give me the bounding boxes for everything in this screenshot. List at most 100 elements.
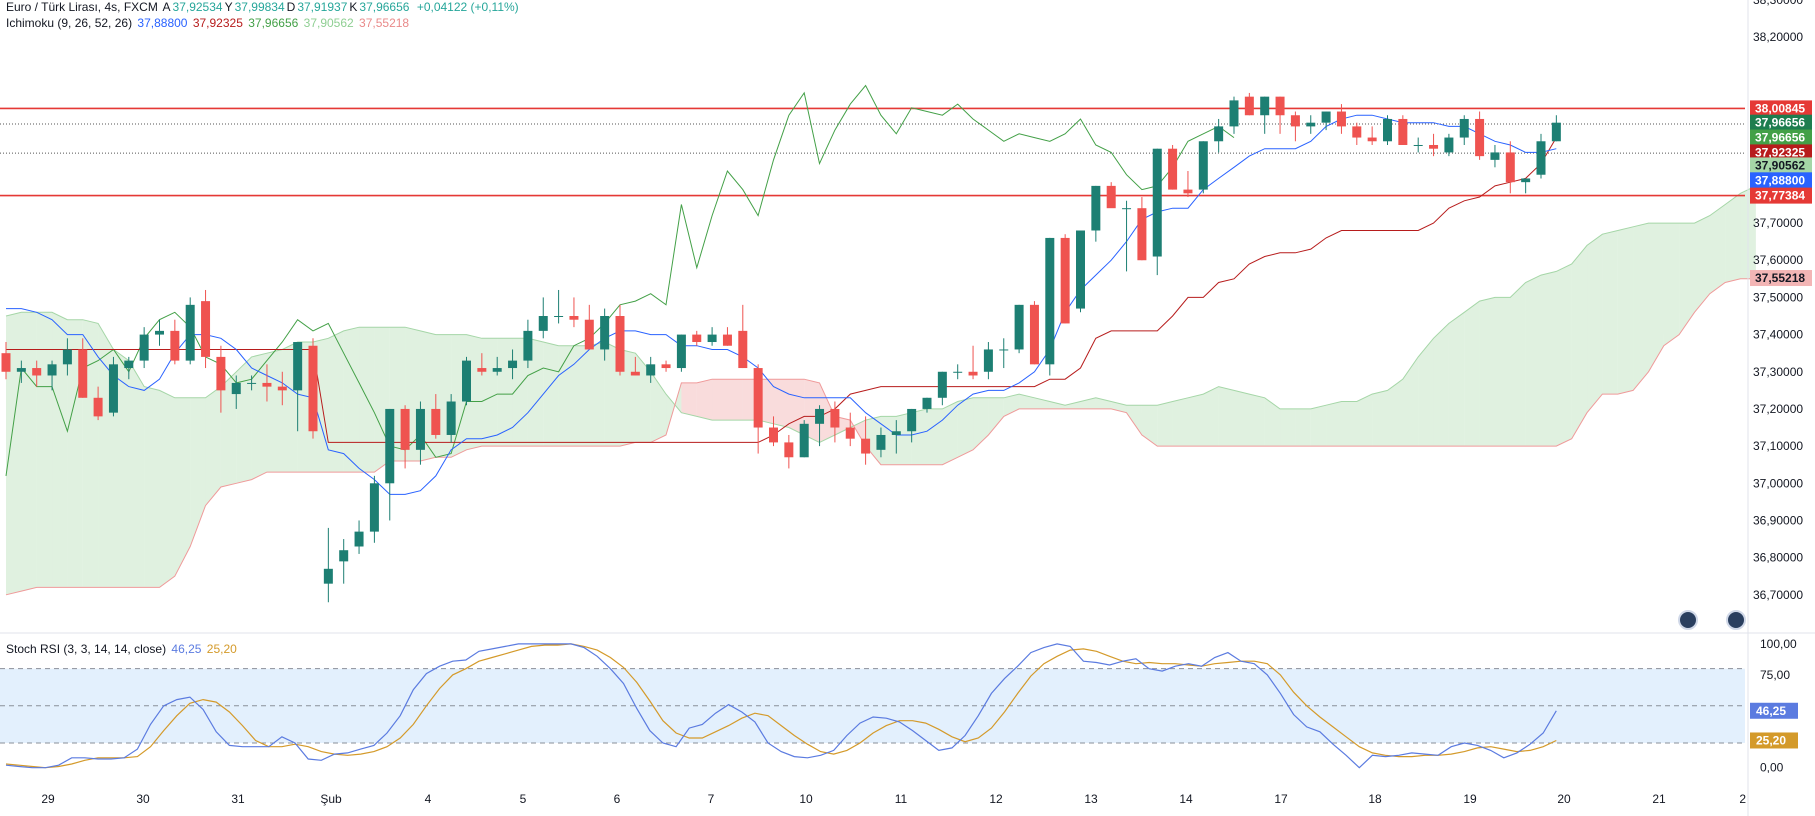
candle-body: [569, 316, 579, 320]
kijun-value: 37,92325: [192, 16, 243, 30]
candle-body: [1352, 126, 1362, 138]
candle-body: [769, 427, 778, 443]
cloud-segment: [98, 323, 114, 588]
cloud-segment: [159, 390, 175, 588]
candle-body: [584, 319, 594, 350]
cloud-segment: [190, 397, 206, 547]
candle-body: [201, 301, 211, 357]
cloud-segment: [1141, 405, 1158, 447]
time-tick-label: 6: [614, 792, 621, 806]
cloud-segment: [927, 408, 943, 465]
ichimoku-cloud: [5, 185, 1757, 596]
candle-body: [815, 408, 825, 424]
time-tick-label: 13: [1084, 792, 1098, 806]
candle-body: [1, 353, 11, 372]
scroll-right-button[interactable]: [1726, 610, 1746, 630]
cloud-segment: [1264, 397, 1281, 447]
cloud-segment: [1049, 401, 1066, 409]
candle-body: [108, 364, 118, 413]
candle-body: [492, 368, 502, 372]
cloud-segment: [865, 416, 881, 465]
candle-body: [47, 364, 57, 376]
cloud-segment: [1295, 408, 1311, 447]
cloud-segment: [1065, 401, 1081, 409]
cloud-segment: [1280, 408, 1296, 447]
cloud-segment: [880, 416, 897, 465]
price-tick-label: 37,60000: [1753, 253, 1803, 267]
chikou-value: 37,96656: [248, 16, 299, 30]
candle-body: [1490, 152, 1500, 160]
cloud-segment: [1725, 193, 1741, 283]
price-tick-label: 37,50000: [1753, 290, 1803, 304]
candle-body: [738, 330, 748, 369]
candle-body: [784, 442, 794, 458]
cloud-segment: [1157, 401, 1173, 447]
cloud-segment: [573, 345, 590, 447]
cloud-segment: [266, 349, 283, 473]
time-tick-label: 14: [1179, 792, 1193, 806]
candle-body: [155, 330, 164, 335]
cloud-segment: [359, 327, 375, 473]
price-tick-label: 38,20000: [1753, 30, 1803, 44]
candle-body: [93, 397, 103, 417]
candle-body: [508, 360, 518, 369]
cloud-segment: [1372, 390, 1388, 447]
candle-body: [62, 349, 72, 365]
ohlc-value: 37,92534: [172, 0, 223, 14]
tenkan-line: [6, 114, 1557, 495]
cloud-segment: [1387, 379, 1403, 447]
candle-body: [999, 349, 1009, 351]
cloud-segment: [589, 342, 605, 447]
cloud-segment: [236, 356, 252, 484]
time-tick-label: 19: [1463, 792, 1477, 806]
rsi-value-label: 46,25: [1756, 704, 1786, 718]
ichimoku-title: Ichimoku (9, 26, 52, 26): [6, 16, 133, 30]
chikou-line: [5, 84, 1235, 476]
cloud-segment: [1541, 271, 1557, 447]
price-tag-bg: [1750, 187, 1812, 204]
price-tick-label: 37,70000: [1753, 216, 1803, 230]
candle-body: [1275, 96, 1285, 116]
time-tick-label: 4: [425, 792, 432, 806]
candle-body: [1229, 100, 1239, 127]
candle-body: [16, 368, 26, 372]
candle-body: [446, 401, 456, 435]
cloud-segment: [52, 312, 68, 588]
cloud-segment: [681, 382, 697, 417]
cloud-segment: [1663, 223, 1680, 346]
time-tick-label: Şub: [320, 792, 342, 806]
tenkan-value: 37,88800: [137, 16, 188, 30]
cloud-segment: [481, 338, 498, 447]
cloud-segment: [1356, 394, 1373, 447]
scroll-left-button[interactable]: [1678, 610, 1698, 630]
symbol-legend: Euro / Türk Lirası, 4s, FXCM A 37,92534 Y 3…: [6, 0, 521, 14]
candle-body: [431, 408, 441, 435]
cloud-segment: [1494, 297, 1511, 447]
candle-body: [692, 334, 702, 343]
cloud-segment: [174, 397, 191, 577]
price-tag-label: 38,00845: [1755, 101, 1805, 115]
cloud-segment: [1203, 386, 1219, 447]
candle-body: [1444, 137, 1454, 153]
cloud-segment: [1019, 394, 1035, 409]
d-value: 25,20: [206, 642, 237, 656]
candle-body: [78, 349, 88, 398]
price-tag-bg: [1750, 270, 1812, 287]
rsi-value-tag: [1750, 702, 1798, 719]
change-value: +0,04122 (+0,11%): [416, 0, 519, 14]
price-tag-bg: [1750, 157, 1812, 174]
cloud-segment: [1218, 386, 1234, 447]
candle-body: [891, 431, 901, 435]
candle-body: [1060, 237, 1070, 324]
candle-body: [185, 304, 195, 361]
cloud-segment: [1126, 405, 1142, 435]
candle-body: [907, 408, 917, 432]
candle-body: [538, 316, 548, 331]
candle-body: [124, 360, 134, 369]
price-tag-label: 37,90562: [1755, 158, 1805, 172]
stoch-d-line: [5, 643, 1557, 769]
candle-body: [1459, 118, 1469, 138]
candle-body: [1429, 144, 1439, 149]
